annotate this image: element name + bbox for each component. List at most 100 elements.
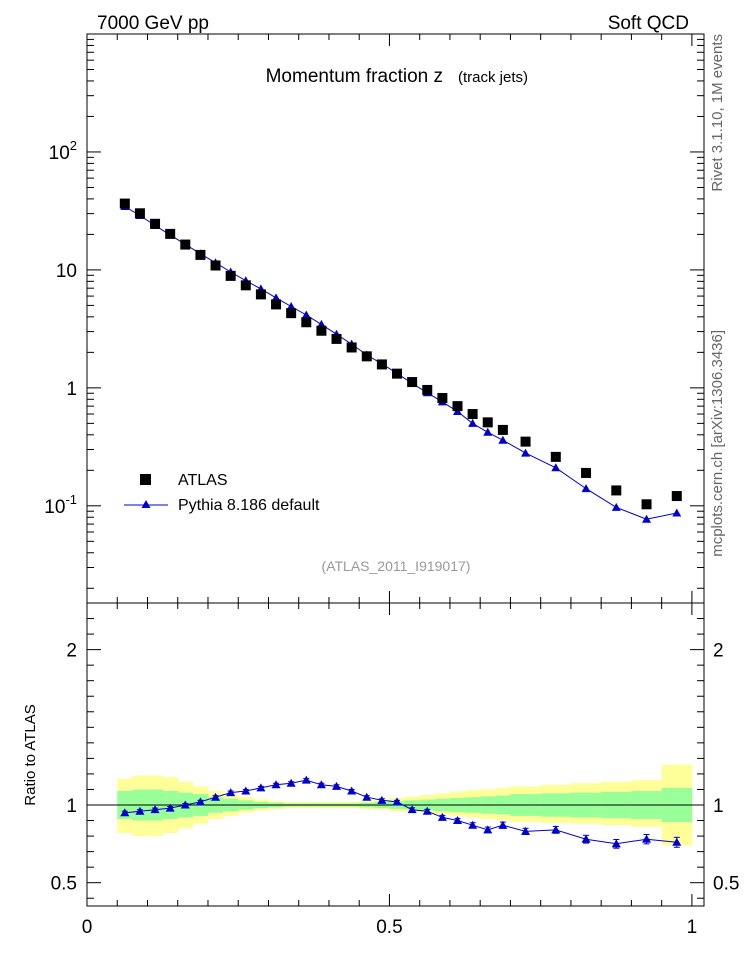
ratio-marker: [551, 825, 561, 834]
pythia-marker: [551, 463, 561, 472]
atlas-marker: [422, 384, 433, 395]
atlas-marker: [225, 270, 236, 281]
chart-title-main: Momentum fraction z: [266, 66, 443, 87]
atlas-marker: [150, 218, 161, 229]
legend-pythia-marker: [141, 500, 151, 508]
atlas-marker: [376, 359, 387, 370]
ratio-marker: [211, 792, 221, 801]
ratio-marker: [453, 816, 463, 825]
y-tick-label: 102: [49, 138, 77, 164]
atlas-marker: [210, 260, 221, 271]
ratio-marker: [377, 795, 387, 804]
ratio-marker: [521, 826, 531, 835]
ratio-marker: [483, 825, 493, 834]
atlas-marker: [407, 377, 418, 388]
legend: ATLAS Pythia 8.186 default: [124, 472, 320, 514]
ratio-frame: [86, 602, 705, 907]
analysis-label: (ATLAS_2011_I919017): [322, 558, 471, 574]
ratio-marker: [468, 820, 478, 829]
atlas-marker: [180, 239, 191, 250]
ratio-marker: [271, 780, 281, 789]
atlas-marker: [361, 351, 372, 362]
atlas-marker: [286, 308, 297, 319]
atlas-marker: [165, 228, 176, 239]
atlas-marker: [611, 485, 622, 496]
y-tick-label: 10: [56, 261, 77, 282]
ratio-marker: [581, 834, 591, 843]
ratio-y-tick-label-left: 1: [66, 796, 77, 817]
ratio-line: [124, 779, 677, 845]
ratio-marker: [642, 834, 652, 843]
chart-title-sub: (track jets): [458, 69, 528, 86]
atlas-marker: [452, 401, 463, 412]
atlas-marker: [520, 436, 531, 447]
atlas-marker: [134, 208, 145, 219]
atlas-marker: [240, 280, 251, 291]
pythia-marker: [498, 435, 508, 444]
ratio-marker: [672, 837, 682, 846]
pythia-marker: [483, 427, 493, 436]
pythia-marker: [286, 301, 296, 310]
ratio-panel: 0 0.5 1 0.5 0.5 1 1 2 2: [51, 602, 739, 938]
atlas-marker: [437, 393, 448, 404]
legend-atlas-marker: [140, 474, 151, 485]
ratio-marker: [347, 786, 357, 795]
atlas-marker: [195, 249, 206, 260]
process-label: Soft QCD: [608, 13, 689, 34]
ratio-y-tick-label-right: 2: [713, 641, 724, 662]
ratio-marker: [256, 783, 266, 792]
ratio-marker: [332, 781, 342, 790]
atlas-marker: [271, 299, 282, 310]
ratio-marker: [422, 806, 432, 815]
x-tick-label: 0: [82, 917, 93, 938]
ratio-y-tick-label-left: 0.5: [51, 874, 77, 895]
atlas-marker: [581, 467, 592, 478]
main-panel: 10-1 1 10 102: [44, 33, 705, 906]
ratio-marker: [611, 839, 621, 848]
pythia-marker: [301, 310, 311, 319]
ratio-marker: [362, 792, 372, 801]
ratio-marker: [392, 797, 402, 806]
ratio-marker: [407, 805, 417, 814]
atlas-marker: [392, 368, 403, 379]
ratio-marker: [180, 800, 190, 809]
atlas-marker: [467, 409, 478, 420]
atlas-marker: [119, 198, 130, 209]
ratio-marker: [301, 775, 311, 784]
energy-label: 7000 GeV pp: [97, 13, 209, 34]
ratio-y-tick-label-right: 0.5: [713, 874, 739, 895]
pythia-marker: [468, 418, 478, 427]
main-frame: [86, 33, 705, 604]
ratio-y-tick-label-right: 1: [713, 796, 724, 817]
pythia-marker: [521, 448, 531, 457]
pythia-marker: [672, 508, 682, 517]
x-tick-label: 0.5: [376, 917, 402, 938]
ratio-marker: [241, 786, 251, 795]
ratio-marker: [120, 808, 130, 817]
atlas-marker: [641, 499, 652, 510]
x-tick-label: 1: [687, 917, 698, 938]
atlas-marker: [346, 342, 357, 353]
y-tick-label: 10-1: [44, 492, 77, 518]
side-label-rivet: Rivet 3.1.10, 1M events: [709, 34, 726, 192]
atlas-marker: [331, 333, 342, 344]
atlas-marker: [255, 289, 266, 300]
ratio-marker: [150, 805, 160, 814]
pythia-marker: [271, 293, 281, 302]
pythia-marker: [642, 514, 652, 523]
atlas-marker: [316, 325, 327, 336]
ratio-y-tick-label-left: 2: [66, 641, 77, 662]
atlas-marker: [550, 451, 561, 462]
ratio-marker: [226, 788, 236, 797]
ratio-marker: [286, 778, 296, 787]
pythia-marker: [611, 502, 621, 511]
side-label-mcplots: mcplots.cern.ch [arXiv:1306.3436]: [709, 330, 726, 557]
ratio-axis-label: Ratio to ATLAS: [22, 704, 39, 805]
ratio-marker: [498, 820, 508, 829]
ratio-marker: [316, 780, 326, 789]
ratio-marker: [165, 803, 175, 812]
ratio-marker: [437, 812, 447, 821]
atlas-marker: [671, 491, 682, 502]
